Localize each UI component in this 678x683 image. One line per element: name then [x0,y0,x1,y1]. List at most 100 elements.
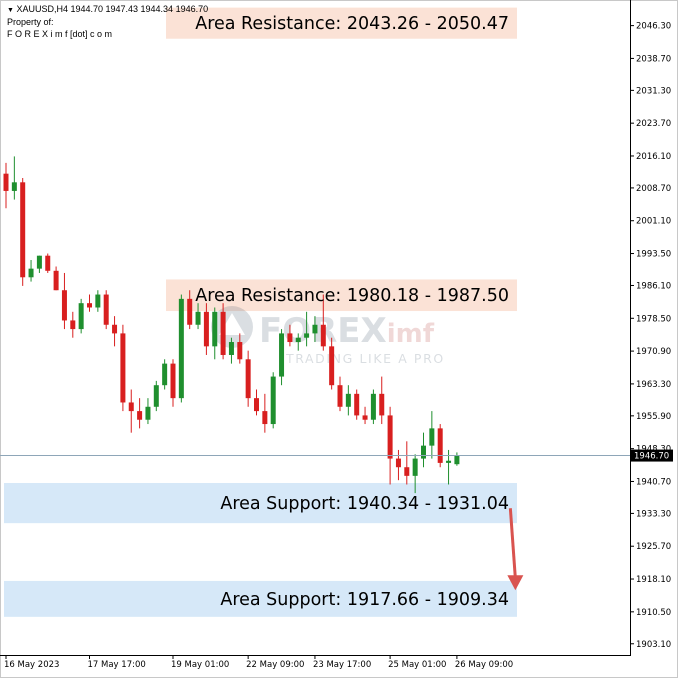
candle-body [70,320,76,330]
watermark-tagline: TRADING LIKE A PRO [285,351,445,366]
y-tick-label-13: 2001.10 [636,217,671,227]
bearish-arrow-head-icon [507,575,524,591]
candle-47 [395,449,401,481]
price-axis: 1903.10 1910.50 1918.10 1925.70 1933.30 1940.… [630,22,671,650]
candle-48 [404,441,410,485]
candle-body [220,311,226,355]
candle-15 [128,389,134,433]
candle-41 [345,385,351,416]
candle-body [262,411,268,425]
zone-labels-layer: Area Resistance: 2043.26 - 2050.47 Area R… [195,14,509,610]
y-tick-label-0: 1903.10 [636,640,671,650]
candle-7 [61,272,67,330]
y-tick-label-4: 1933.30 [636,509,671,519]
candle-0 [3,162,9,209]
candle-body [170,363,176,399]
candle-34 [287,324,293,347]
candle-50 [421,432,426,468]
candle-body [379,393,385,416]
candle-10 [87,294,92,312]
y-tick-label-11: 1986.10 [636,281,671,291]
candles-layer [3,156,460,494]
collapse-triangle-icon[interactable]: ▼ [7,7,14,14]
support-zone-3 [4,580,517,617]
candle-body [345,393,351,407]
y-tick-label-10: 1978.50 [636,314,671,324]
y-tick-label-12: 1993.50 [636,250,671,260]
candle-body [429,428,435,446]
property-label: Property of: [7,17,54,27]
zones-layer [4,7,517,617]
candle-body [53,270,59,291]
support-zone-2 [4,483,517,524]
candle-36 [304,311,310,347]
candle-body [28,268,34,278]
current-price-tag: 1946.70 [631,449,673,462]
x-tick-label-4: 23 May 17:00 [313,660,371,670]
y-tick-label-1: 1910.50 [636,608,671,618]
candle-body [370,393,376,420]
symbol-ohlc: XAUUSD,H4 1944.70 1947.43 1944.34 1946.7… [16,4,209,14]
candle-46 [387,406,393,485]
candle-33 [279,329,285,386]
candle-52 [437,424,443,468]
candle-45 [379,376,385,425]
candle-38 [320,294,326,351]
time-axis: 16 May 2023 17 May 17:00 19 May 01:00 22 Ma… [4,655,513,670]
support-zone-label-3: Area Support: 1917.66 - 1909.34 [220,590,509,610]
y-tick-label-17: 2031.30 [636,86,671,96]
y-tick-label-2: 1918.10 [636,575,671,585]
candle-body [320,324,326,347]
candle-body [112,324,118,334]
candle-31 [262,393,268,433]
y-tick-label-15: 2016.10 [636,152,671,162]
y-tick-label-7: 1955.90 [636,412,671,422]
arrow-layer [507,508,524,591]
candle-24 [203,303,209,355]
candle-35 [295,333,301,351]
resistance-zone-label-0: Area Resistance: 2043.26 - 2050.47 [195,14,509,34]
x-tick-label-1: 17 May 17:00 [88,660,146,670]
candle-43 [362,406,368,425]
candle-1 [11,156,17,200]
candle-body [178,298,184,399]
candle-body [337,385,343,407]
candle-2 [20,177,26,286]
candle-body [61,290,67,321]
candle-body [362,415,368,420]
candle-body [95,294,101,308]
candle-body [245,359,251,399]
candle-3 [28,260,34,282]
x-tick-label-5: 25 May 01:00 [388,660,446,670]
candle-22 [187,290,193,330]
y-tick-label-19: 2046.30 [636,22,671,32]
candle-body [162,363,168,386]
candle-body [387,415,393,459]
candle-39 [329,337,335,390]
candle-body [270,376,276,425]
candle-body [454,455,460,465]
candle-14 [120,324,126,412]
candle-body [329,346,335,386]
candle-body [212,311,218,347]
candle-25 [212,307,218,360]
y-tick-label-3: 1925.70 [636,542,671,552]
candle-4 [36,255,42,273]
candle-body [145,406,151,420]
candle-37 [312,316,318,343]
candle-18 [153,380,159,412]
candle-body [254,398,259,412]
symbol-info: ▼ XAUUSD,H4 1944.70 1947.43 1944.34 1946… [7,4,208,16]
candle-body [36,255,42,269]
candle-body [78,303,84,330]
y-tick-label-16: 2023.70 [636,119,671,129]
x-tick-label-0: 16 May 2023 [4,660,59,670]
candle-5 [45,253,51,273]
candle-body [304,333,310,338]
candle-13 [112,316,118,347]
candle-body [137,411,143,420]
resistance-zone-0 [166,7,517,39]
